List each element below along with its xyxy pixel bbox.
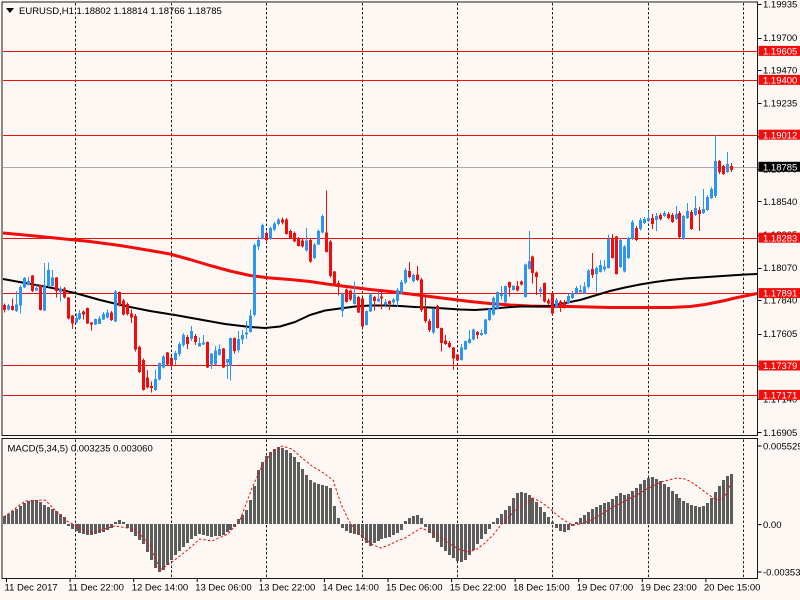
svg-text:0.00: 0.00 [763,520,782,531]
svg-text:-0.003536: -0.003536 [763,567,800,578]
svg-text:1.19605: 1.19605 [763,47,797,58]
svg-text:1.16905: 1.16905 [763,428,797,439]
svg-text:1.18785: 1.18785 [763,162,797,173]
svg-text:0.005529: 0.005529 [763,441,800,452]
svg-text:20 Dec 15:00: 20 Dec 15:00 [704,583,761,594]
svg-text:1.19470: 1.19470 [763,65,797,76]
svg-text:15 Dec 22:00: 15 Dec 22:00 [450,583,507,594]
svg-text:11 Dec 2017: 11 Dec 2017 [5,583,58,594]
svg-text:1.19012: 1.19012 [763,130,797,141]
svg-text:1.18283: 1.18283 [763,233,797,244]
svg-text:1.17171: 1.17171 [763,391,797,402]
svg-text:1.18540: 1.18540 [763,197,797,208]
svg-text:12 Dec 14:00: 12 Dec 14:00 [132,583,189,594]
svg-text:15 Dec 06:00: 15 Dec 06:00 [386,583,443,594]
svg-text:1.17140: 1.17140 [763,395,797,406]
svg-text:18 Dec 15:00: 18 Dec 15:00 [513,583,570,594]
svg-text:1.17605: 1.17605 [763,329,797,340]
svg-text:1.17840: 1.17840 [763,296,797,307]
svg-text:19 Dec 23:00: 19 Dec 23:00 [640,583,697,594]
svg-text:13 Dec 06:00: 13 Dec 06:00 [195,583,252,594]
svg-text:MACD(5,34,5) 0.003235 0.003060: MACD(5,34,5) 0.003235 0.003060 [8,444,153,455]
svg-text:13 Dec 22:00: 13 Dec 22:00 [259,583,316,594]
svg-text:1.19935: 1.19935 [763,0,797,11]
svg-text:1.17891: 1.17891 [763,289,797,300]
svg-text:11 Dec 22:00: 11 Dec 22:00 [68,583,124,594]
svg-text:1.19235: 1.19235 [763,99,797,110]
svg-text:19 Dec 07:00: 19 Dec 07:00 [577,583,634,594]
svg-text:1.18070: 1.18070 [763,263,797,274]
svg-text:1.17379: 1.17379 [763,361,797,372]
svg-text:1.19400: 1.19400 [763,76,797,87]
svg-text:EURUSD,H1 1.18802 1.18814 1.18: EURUSD,H1 1.18802 1.18814 1.18766 1.1878… [19,6,222,17]
svg-text:14 Dec 14:00: 14 Dec 14:00 [322,583,379,594]
svg-text:1.19700: 1.19700 [763,33,797,44]
